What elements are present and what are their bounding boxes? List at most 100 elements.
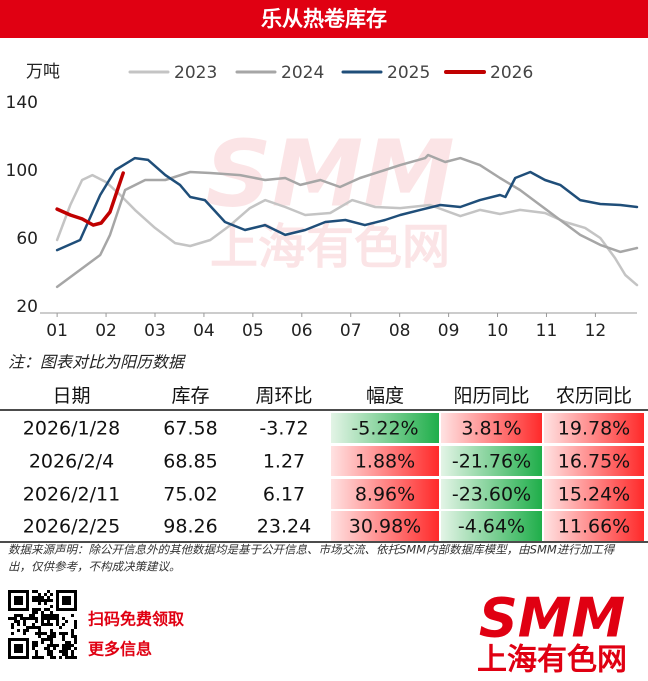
qr-module xyxy=(50,599,53,602)
x-tick-label: 04 xyxy=(193,321,215,341)
qr-module xyxy=(74,656,77,659)
qr-module xyxy=(32,599,35,602)
qr-module xyxy=(32,614,35,617)
qr-module xyxy=(59,626,62,629)
disclaimer: 出，仅供参考，不构成决策建议。 xyxy=(8,560,181,574)
qr-module xyxy=(11,632,14,635)
qr-module xyxy=(50,611,53,614)
qr-finder xyxy=(14,596,23,605)
qr-module xyxy=(17,614,20,617)
column-header: 幅度 xyxy=(366,385,404,407)
qr-module xyxy=(26,629,29,632)
series-line xyxy=(55,156,639,252)
qr-module xyxy=(32,608,35,611)
x-tick-label: 12 xyxy=(585,321,607,341)
qr-module xyxy=(35,644,38,647)
qr-module xyxy=(32,617,35,620)
legend-label: 2026 xyxy=(490,63,533,83)
qr-module xyxy=(74,623,77,626)
cell-background xyxy=(441,413,542,443)
y-tick-label: 100 xyxy=(6,161,38,181)
qr-module xyxy=(62,647,65,650)
qr-module xyxy=(23,632,26,635)
x-tick-label: 05 xyxy=(242,321,264,341)
qr-module xyxy=(74,647,77,650)
qr-module xyxy=(44,599,47,602)
qr-module xyxy=(26,626,29,629)
cell: 1.27 xyxy=(263,451,305,473)
chart: 20 60 100 140 01 02 03 04 05 06 07 08 09 10 11 12 2023 20… xyxy=(6,63,639,341)
qr-module xyxy=(65,653,68,656)
qr-module xyxy=(35,608,38,611)
qr-module xyxy=(71,656,74,659)
qr-module xyxy=(65,632,68,635)
qr-module xyxy=(11,617,14,620)
qr-module xyxy=(47,635,50,638)
qr-module xyxy=(68,647,71,650)
note: 注：图表对比为阳历数据 xyxy=(8,353,186,372)
disclaimer: 数据来源声明：除公开信息外的其他数据均是基于公开信息、市场交流、依托SMM内部数… xyxy=(8,543,616,557)
series-line xyxy=(55,153,639,289)
qr-module xyxy=(41,623,44,626)
qr-module xyxy=(56,614,59,617)
qr-module xyxy=(53,644,56,647)
qr-module xyxy=(71,653,74,656)
cell: 30.98% xyxy=(349,516,421,538)
cell: 98.26 xyxy=(163,516,217,538)
qr-module xyxy=(50,635,53,638)
qr-module xyxy=(32,596,35,599)
cell: 3.81% xyxy=(461,418,521,440)
qr-finder xyxy=(62,596,71,605)
qr-module xyxy=(59,650,62,653)
cell-background xyxy=(441,446,542,476)
cell-background xyxy=(331,511,439,541)
qr-module xyxy=(38,602,41,605)
logo-name: 上海有色网 xyxy=(477,643,627,678)
qr-module xyxy=(47,614,50,617)
qr-caption: 扫码免费领取 xyxy=(88,610,184,629)
qr-module xyxy=(47,650,50,653)
qr-module xyxy=(35,656,38,659)
column-header: 阳历同比 xyxy=(453,385,529,407)
series-line xyxy=(55,171,125,227)
qr-module xyxy=(74,638,77,641)
qr-module xyxy=(44,614,47,617)
qr-module xyxy=(35,599,38,602)
qr-module xyxy=(14,614,17,617)
qr-module xyxy=(50,614,53,617)
qr-module xyxy=(23,623,26,626)
qr-module xyxy=(47,647,50,650)
qr-module xyxy=(11,623,14,626)
qr-module xyxy=(47,620,50,623)
qr-module xyxy=(32,656,35,659)
qr-module xyxy=(50,632,53,635)
qr-module xyxy=(47,623,50,626)
qr-module xyxy=(47,596,50,599)
qr-module xyxy=(53,647,56,650)
qr-module xyxy=(44,593,47,596)
qr-module xyxy=(62,617,65,620)
qr-module xyxy=(50,644,53,647)
qr-module xyxy=(41,632,44,635)
cell-background xyxy=(331,413,439,443)
qr-module xyxy=(38,593,41,596)
qr-module xyxy=(65,644,68,647)
qr-module xyxy=(11,626,14,629)
qr-module xyxy=(14,617,17,620)
title-bar xyxy=(0,0,648,38)
table: 日期 库存 周环比 幅度 阳历同比 农历同比 2026/1/28 67.58 -3.72 -5.2… xyxy=(0,385,648,543)
qr-module xyxy=(20,614,23,617)
qr-module xyxy=(47,644,50,647)
logo-mark: SMM xyxy=(479,587,625,650)
qr-module xyxy=(62,644,65,647)
y-tick-label: 20 xyxy=(16,297,38,317)
legend-label: 2025 xyxy=(387,63,430,83)
qr-module xyxy=(35,620,38,623)
qr-module xyxy=(35,611,38,614)
qr-module xyxy=(47,638,50,641)
qr-module xyxy=(44,623,47,626)
cell: -5.22% xyxy=(351,418,418,440)
qr-module xyxy=(50,623,53,626)
cell-background xyxy=(331,479,439,509)
x-tick-label: 06 xyxy=(291,321,313,341)
